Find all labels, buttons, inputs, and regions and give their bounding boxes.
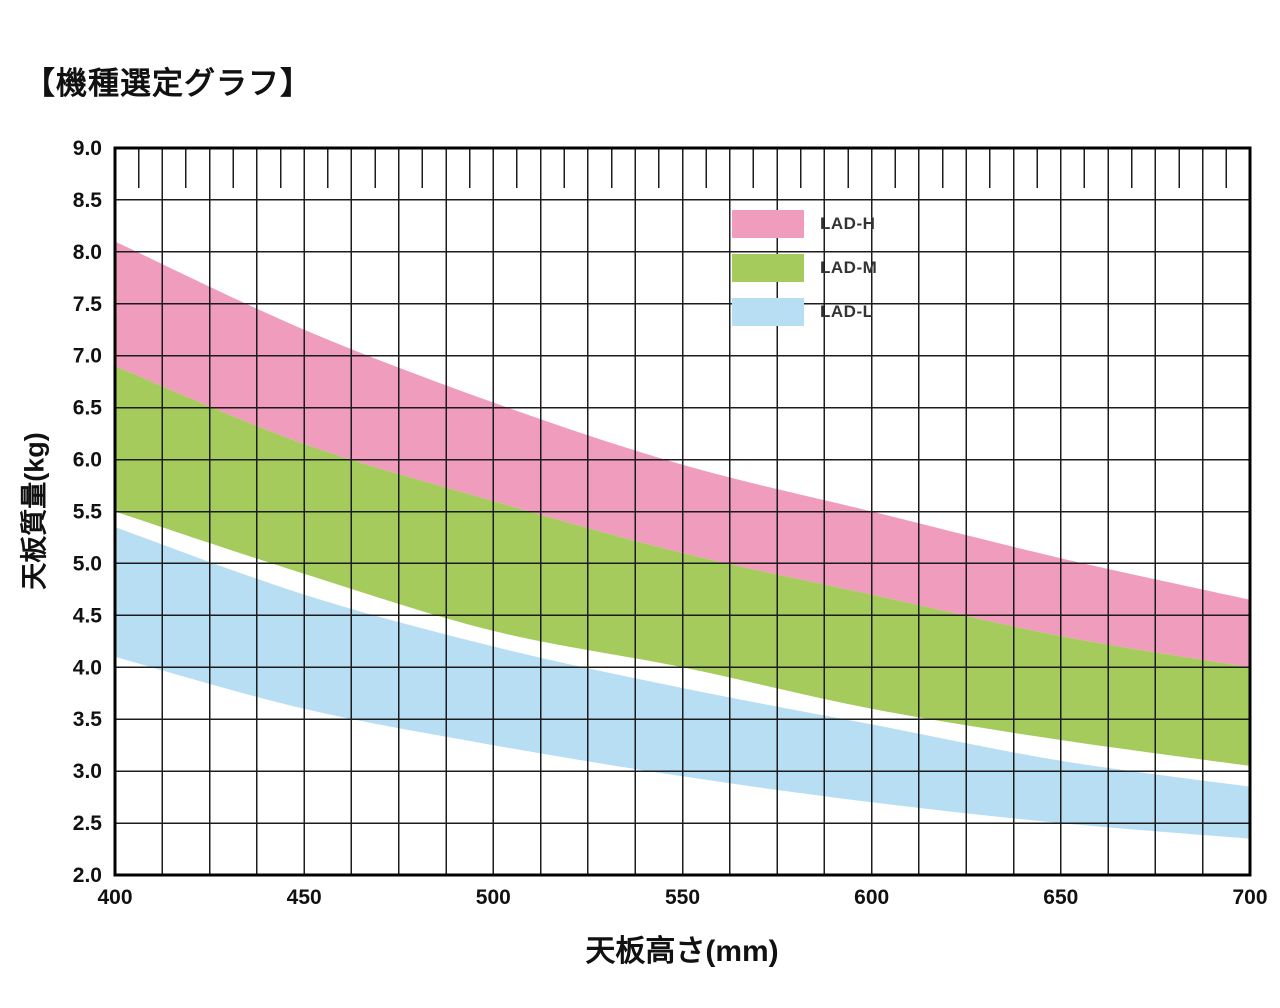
y-tick-label: 4.5 [73, 604, 103, 627]
lad-h-label: LAD-H [820, 214, 876, 233]
lad-m-label: LAD-M [820, 258, 878, 277]
y-tick-label: 7.0 [73, 345, 102, 368]
legend-item-lad-l: LAD-L [732, 298, 877, 326]
y-tick-label: 2.5 [73, 812, 103, 835]
y-tick-label: 8.5 [73, 189, 103, 212]
x-axis-title: 天板高さ(mm) [585, 935, 779, 968]
y-tick-label: 3.5 [73, 708, 103, 731]
x-tick-label: 400 [97, 886, 132, 909]
y-tick-label: 4.0 [73, 656, 102, 679]
y-tick-label: 2.0 [73, 864, 102, 887]
y-tick-label: 6.5 [73, 397, 103, 420]
y-tick-label: 5.5 [73, 501, 103, 524]
x-tick-label: 450 [287, 886, 322, 909]
x-tick-label: 650 [1043, 886, 1078, 909]
y-tick-label: 8.0 [73, 241, 102, 264]
lad-l-label: LAD-L [820, 302, 874, 321]
x-tick-label: 500 [476, 886, 511, 909]
page-title: 【機種選定グラフ】 [24, 66, 312, 101]
legend-item-lad-m: LAD-M [732, 254, 877, 282]
lad-m-swatch [732, 254, 804, 282]
y-tick-label: 7.5 [73, 293, 103, 316]
y-tick-label: 5.0 [73, 552, 102, 575]
y-axis-title: 天板質量(kg) [19, 432, 50, 590]
lad-l-swatch [732, 298, 804, 326]
legend-item-lad-h: LAD-H [732, 210, 877, 238]
y-tick-label: 6.0 [73, 449, 102, 472]
x-tick-label: 550 [665, 886, 700, 909]
lad-h-swatch [732, 210, 804, 238]
y-tick-label: 3.0 [73, 760, 102, 783]
x-tick-label: 600 [854, 886, 889, 909]
x-tick-label: 700 [1232, 886, 1267, 909]
legend: LAD-H LAD-M LAD-L [732, 210, 877, 342]
plot-border [113, 146, 1252, 877]
y-tick-label: 9.0 [73, 137, 102, 160]
